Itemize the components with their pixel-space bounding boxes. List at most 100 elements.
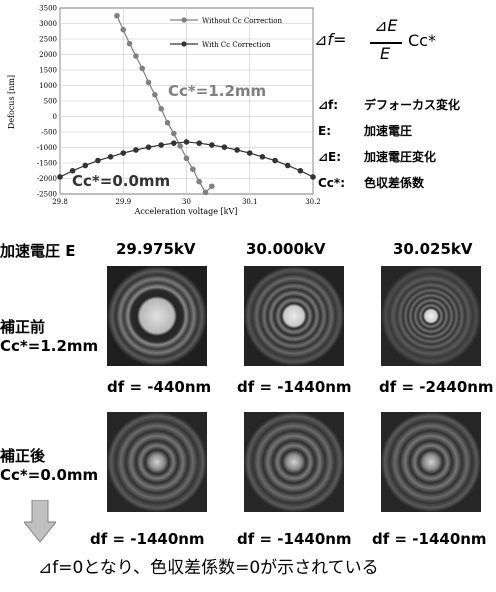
y-tick-label: 0 — [53, 113, 57, 121]
diffractogram-after-30-025 — [381, 412, 481, 512]
defocus-chart: 3500 3000 2500 2000 1500 1000 500 0 -500 -1000 -15… — [7, 5, 320, 217]
data-point — [171, 130, 177, 137]
row-label-cc: Cc*=1.2mm — [0, 337, 99, 355]
definition-symbol: ⊿E: — [318, 150, 342, 164]
definition-symbol: ⊿f: — [318, 98, 339, 112]
data-point — [152, 92, 158, 98]
data-point — [259, 154, 266, 160]
data-point — [190, 166, 196, 172]
annotation-cc-0-0: Cc*=0.0mm — [72, 172, 170, 190]
formula-lhs: ⊿f= — [314, 30, 347, 49]
legend-label-without: Without Cc Correction — [202, 17, 282, 25]
data-point — [164, 119, 171, 126]
x-tick-label: 29.8 — [52, 198, 68, 206]
data-point — [209, 142, 215, 148]
data-point — [196, 140, 202, 146]
diffractogram-before-30-000 — [244, 266, 344, 366]
column-header-30-025: 30.025kV — [393, 240, 473, 258]
diffractogram-before-30-025 — [381, 266, 481, 366]
row-label-title: 補正後 — [0, 447, 46, 465]
y-tick-label: -500 — [41, 129, 57, 137]
data-point — [297, 167, 304, 174]
formula-denominator: E — [380, 44, 391, 63]
definition-text: 加速電圧 — [364, 124, 413, 138]
y-tick-label: 1500 — [39, 67, 57, 75]
grid-corner-label: 加速電圧 E — [0, 242, 76, 260]
definition-chromatic-coeff: Cc*: 色収差係数 — [318, 174, 424, 191]
legend-marker-without — [181, 17, 187, 23]
row-label-cc: Cc*=0.0mm — [0, 466, 99, 484]
x-tick-label: 30.1 — [242, 198, 258, 206]
df-before-30-025: df = -2440nm — [379, 378, 494, 396]
data-point — [209, 183, 215, 190]
series-layer — [57, 12, 316, 196]
x-tick-label: 29.9 — [115, 198, 131, 206]
data-point — [183, 139, 190, 145]
data-point — [57, 174, 63, 180]
x-tick-labels: 29.8 29.9 30 30.1 30.2 — [52, 198, 320, 206]
annotation-cc-1-2: Cc*=1.2mm — [168, 82, 266, 100]
data-point — [114, 12, 120, 19]
definition-voltage-change: ⊿E: 加速電圧変化 — [318, 148, 436, 165]
row-label-after-correction: 補正後 Cc*=0.0mm — [0, 447, 98, 485]
data-point — [177, 143, 183, 149]
y-tick-label: 2500 — [39, 36, 57, 44]
data-point — [158, 142, 164, 148]
data-point — [95, 157, 101, 164]
definition-symbol: Cc*: — [318, 176, 345, 190]
column-header-30-000: 30.000kV — [246, 240, 326, 258]
y-tick-label: 2000 — [39, 51, 57, 59]
diffractogram-after-30-000 — [244, 412, 344, 512]
y-axis-label: Defocus [nm] — [7, 75, 16, 129]
y-tick-labels: 3500 3000 2500 2000 1500 1000 500 0 -500 -1000 -15… — [37, 5, 57, 199]
y-tick-label: -2000 — [37, 175, 57, 183]
definition-defocus: ⊿f: デフォーカス変化 — [318, 96, 460, 113]
data-point — [139, 65, 146, 72]
data-point — [221, 144, 228, 150]
data-point — [120, 26, 127, 33]
df-after-30-025: df = -1440nm — [372, 530, 487, 548]
data-point — [82, 162, 89, 169]
definition-symbol: E: — [318, 124, 331, 138]
data-point — [107, 154, 114, 160]
row-label-title: 補正前 — [0, 318, 46, 336]
y-tick-label: 3500 — [39, 5, 57, 13]
definition-text: デフォーカス変化 — [364, 98, 461, 112]
y-tick-label: -1000 — [37, 144, 57, 152]
df-before-29-975: df = -440nm — [107, 378, 212, 396]
df-after-30-000: df = -1440nm — [237, 530, 352, 548]
defocus-formula: ⊿f= ⊿E E Cc* — [314, 16, 474, 68]
y-tick-label: 500 — [44, 98, 57, 106]
data-point — [272, 157, 278, 164]
data-point — [246, 150, 253, 156]
x-tick-label: 30.2 — [305, 198, 320, 206]
conclusion-text: ⊿f=0となり、色収差係数=0が示されている — [38, 558, 379, 578]
y-tick-label: 3000 — [39, 20, 57, 28]
data-point — [145, 144, 152, 150]
column-header-29-975: 29.975kV — [116, 240, 196, 258]
y-tick-label: -2500 — [37, 191, 57, 199]
formula-rhs: Cc* — [408, 31, 436, 50]
definition-text: 色収差係数 — [364, 176, 425, 190]
data-point — [158, 105, 164, 112]
data-point — [126, 40, 133, 47]
data-point — [196, 178, 202, 185]
data-point — [310, 174, 316, 180]
data-point — [69, 167, 76, 174]
data-point — [133, 147, 139, 153]
data-point — [171, 140, 177, 146]
definition-voltage: E: 加速電圧 — [318, 122, 412, 139]
diffractogram-after-29-975 — [107, 412, 207, 512]
data-point — [145, 79, 152, 86]
y-tick-label: 1000 — [39, 82, 57, 90]
diffractogram-before-29-975 — [107, 266, 207, 366]
formula-fraction-bar — [370, 42, 402, 44]
y-tick-label: -1500 — [37, 160, 57, 168]
chart-legend: Without Cc Correction With Cc Correction — [170, 17, 282, 49]
data-point — [120, 150, 127, 156]
x-axis-label: Acceleration voltage [kV] — [134, 207, 238, 216]
df-after-29-975: df = -1440nm — [90, 530, 205, 548]
x-tick-label: 30 — [182, 198, 191, 206]
formula-numerator: ⊿E — [374, 16, 398, 35]
data-point — [183, 155, 190, 162]
